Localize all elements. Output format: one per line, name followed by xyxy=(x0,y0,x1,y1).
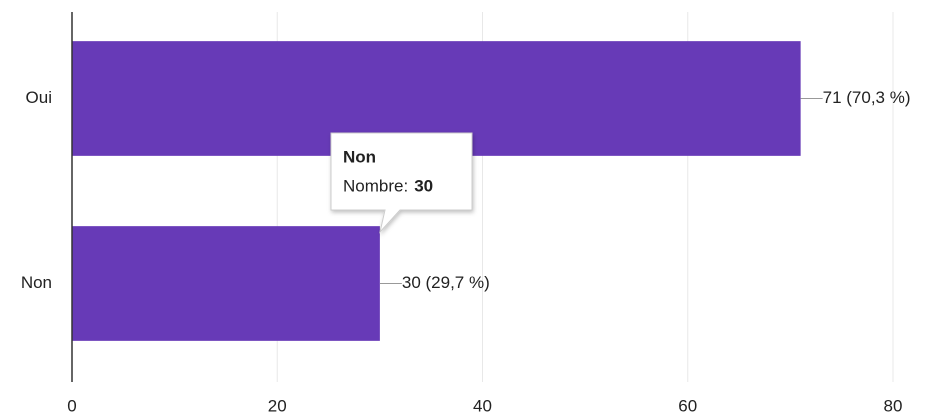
x-tick-label: 60 xyxy=(678,396,697,415)
tooltip-label: Nombre: xyxy=(343,176,408,195)
x-tick-label: 80 xyxy=(884,396,903,415)
tooltip-title: Non xyxy=(343,147,376,166)
tooltip: Non Nombre: 30 xyxy=(330,132,473,234)
value-label: 71 (70,3 %) xyxy=(823,88,911,107)
tooltip-value: 30 xyxy=(414,176,433,195)
x-tick-label: 20 xyxy=(268,396,287,415)
x-tick-label: 40 xyxy=(473,396,492,415)
tooltip-box xyxy=(330,132,473,234)
y-tick-label: Oui xyxy=(26,88,52,107)
bar xyxy=(72,226,380,341)
x-tick-label: 0 xyxy=(67,396,76,415)
value-label: 30 (29,7 %) xyxy=(402,273,490,292)
y-tick-label: Non xyxy=(21,273,52,292)
